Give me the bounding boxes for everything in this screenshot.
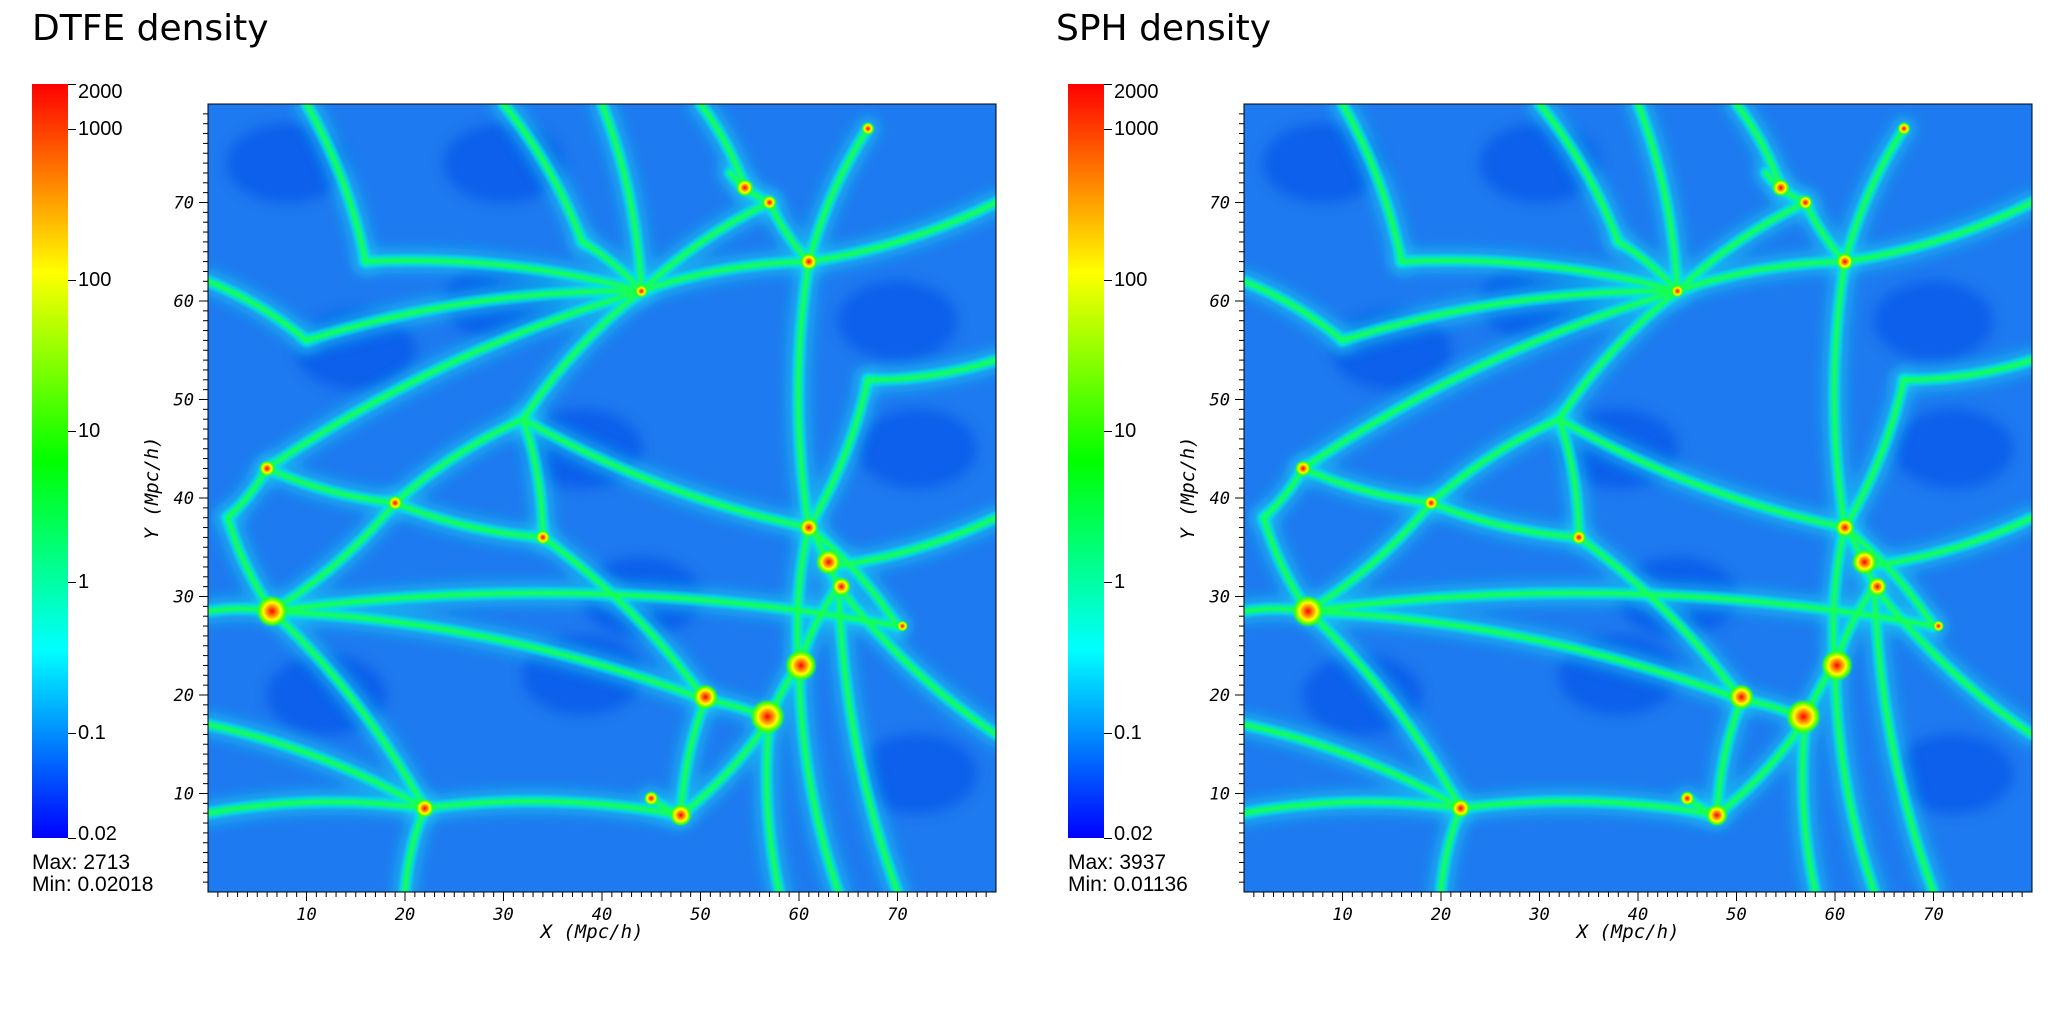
x-tick-label: 70 [887,905,907,925]
y-tick-label: 40 [174,489,194,509]
panel-sph: SPH density 2000 1000 100 10 1 0.1 0.02 Max: 3… [1024,0,2048,1024]
panel-dtfe: DTFE density 2000 1000 100 10 1 0.1 0.02 Max: … [32,8,997,943]
y-axis-label: Y (Mpc/h) [1177,437,1199,540]
y-tick-label: 50 [1210,391,1230,411]
colorbar [32,84,68,838]
y-tick-label: 20 [174,686,194,706]
colorbar-tick-mark [1104,581,1112,583]
density-plot: 10 20 30 40 50 60 70 10 20 30 40 50 60 70 X (Mpc/h) Y (… [141,103,997,943]
colorbar-ticks: 2000 1000 100 10 1 0.1 0.02 [68,81,168,844]
y-tick-label: 70 [174,194,194,214]
stats-min: Min: 0.01136 [1068,873,1188,896]
colorbar-tick-label: 0.1 [1114,721,1142,744]
y-tick-label: 70 [1210,194,1230,214]
panel-title: DTFE density [32,8,269,49]
density-plot: 10 20 30 40 50 60 70 10 20 30 40 50 60 70 X (Mpc/h) Y (… [1177,103,2033,943]
colorbar-tick-label: 0.1 [78,721,106,744]
x-tick-label: 70 [1923,905,1943,925]
colorbar-tick-mark [1104,732,1112,734]
x-tick-label: 50 [1726,905,1746,925]
colorbar-tick-mark [1104,129,1112,131]
x-tick-label: 40 [592,905,612,925]
colorbar-tick-label: 1000 [78,118,123,141]
y-tick-label: 10 [174,785,194,805]
colorbar-tick-label: 2000 [1114,81,1159,103]
y-tick-label: 50 [174,391,194,411]
colorbar-tick-label: 1 [1114,570,1126,593]
colorbar-tick-label: 100 [1114,269,1148,292]
x-tick-label: 50 [690,905,710,925]
colorbar-tick-mark [68,84,76,85]
x-tick-label: 60 [789,905,809,925]
y-tick-label: 30 [173,588,194,608]
colorbar-tick-mark [68,280,76,282]
x-tick-label: 30 [1528,905,1549,925]
stats-max: Max: 2713 [32,851,131,874]
colorbar-ticks: 2000 1000 100 10 1 0.1 0.02 [1104,81,1204,844]
colorbar-tick-label: 0.02 [78,823,117,845]
stats-min: Min: 0.02018 [32,873,154,896]
colorbar-tick-label: 10 [1114,419,1137,442]
colorbar-tick-mark [68,838,76,839]
y-tick-label: 10 [1210,785,1230,805]
colorbar-tick-label: 2000 [78,81,123,103]
colorbar [1068,84,1104,838]
colorbar-tick-mark [68,732,76,734]
colorbar-tick-label: 10 [78,419,101,442]
y-tick-label: 20 [1210,686,1230,706]
x-tick-label: 30 [492,905,513,925]
colorbar-tick-mark [1104,280,1112,282]
colorbar-tick-label: 1000 [1114,118,1159,141]
x-tick-label: 20 [1431,905,1451,925]
colorbar-tick-mark [1104,84,1112,85]
y-tick-label: 60 [1210,292,1230,312]
y-tick-label: 60 [174,292,194,312]
colorbar-tick-mark [68,581,76,583]
x-tick-label: 40 [1628,905,1648,925]
colorbar-tick-label: 1 [78,570,90,593]
colorbar-tick-label: 100 [78,269,112,292]
x-axis-label: X (Mpc/h) [539,921,644,943]
x-tick-label: 10 [1332,905,1352,925]
colorbar-tick-mark [1104,430,1112,432]
x-tick-label: 10 [296,905,316,925]
colorbar-tick-mark [68,430,76,432]
y-axis-label: Y (Mpc/h) [141,437,163,540]
x-axis-label: X (Mpc/h) [1575,921,1680,943]
density-field [208,104,996,892]
x-tick-label: 60 [1825,905,1845,925]
y-tick-label: 40 [1210,489,1230,509]
panel-title: SPH density [1056,8,1272,49]
colorbar-tick-mark [68,129,76,131]
stats-max: Max: 3937 [1068,851,1167,874]
colorbar-tick-mark [1104,838,1112,839]
x-tick-label: 20 [395,905,415,925]
y-tick-label: 30 [1209,588,1230,608]
colorbar-tick-label: 0.02 [1114,823,1153,845]
density-field [1244,104,2032,892]
